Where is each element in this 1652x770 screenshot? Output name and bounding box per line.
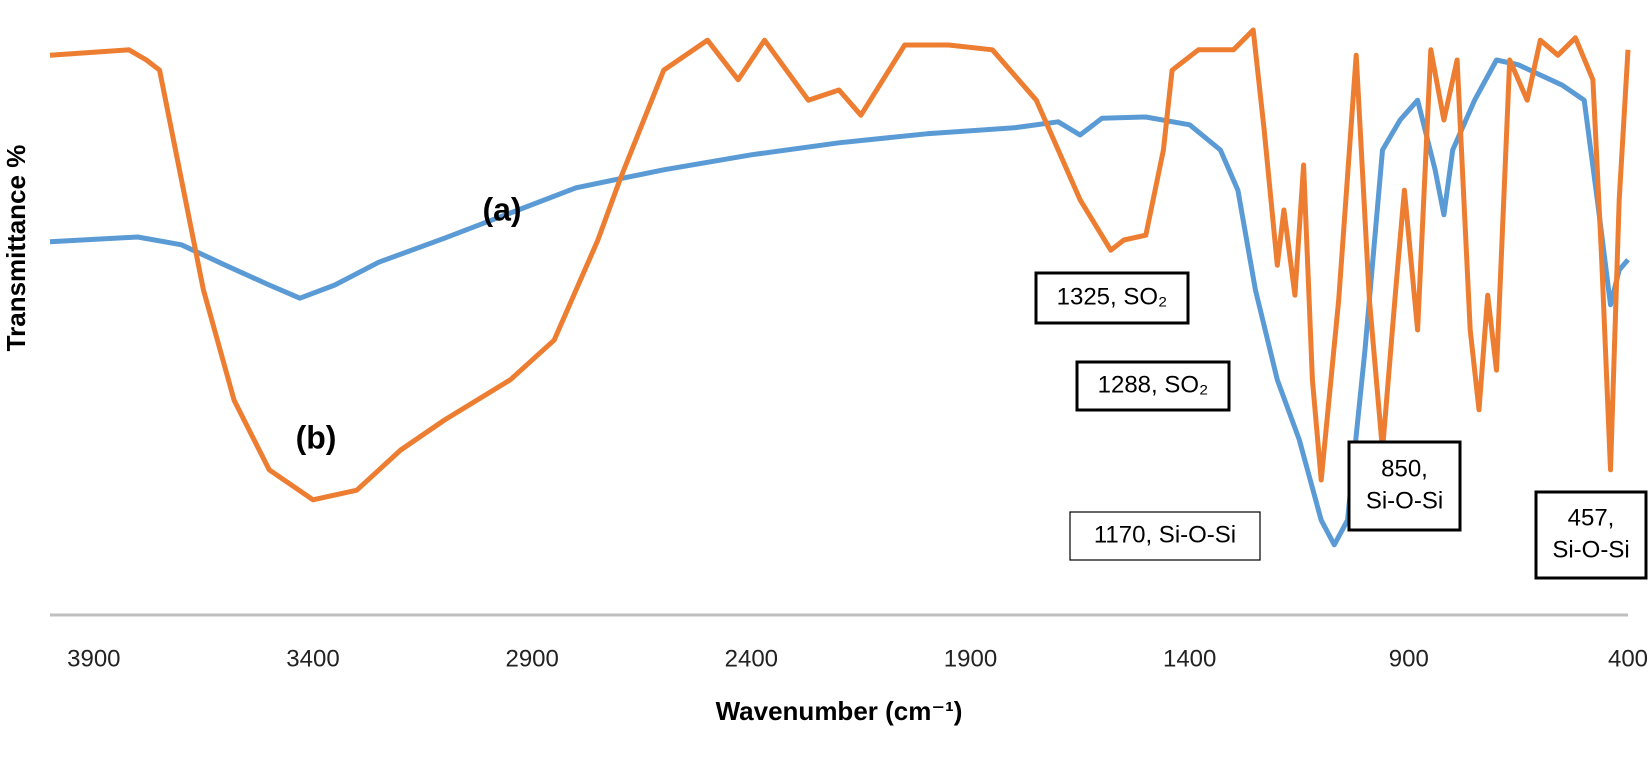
x-tick-label: 2900: [505, 645, 558, 672]
curve-label: (b): [296, 419, 337, 455]
x-tick-label: 2400: [725, 645, 778, 672]
x-tick-label: 400: [1608, 645, 1648, 672]
annotation-text: Si-O-Si: [1366, 487, 1443, 514]
annotation-box: [1034, 271, 1190, 325]
x-tick-label: 1400: [1163, 645, 1216, 672]
annotation-text: 1288, SO₂: [1098, 371, 1209, 398]
annotation-text: 1325, SO₂: [1057, 283, 1168, 310]
spectrum-line: [49, 27, 1631, 503]
curve-label: (a): [482, 191, 521, 227]
x-tick-label: 3900: [67, 645, 120, 672]
x-axis-title: Wavenumber (cm⁻¹): [716, 696, 963, 726]
annotation-text: 457,: [1568, 504, 1615, 531]
annotation-box: [1069, 511, 1261, 561]
x-tick-label: 900: [1389, 645, 1429, 672]
annotation-box: [1075, 360, 1231, 412]
annotation-text: 850,: [1381, 455, 1428, 482]
annotation-box: [1534, 490, 1648, 580]
y-axis-title: Transmittance %: [1, 145, 31, 352]
x-tick-label: 3400: [286, 645, 339, 672]
annotation-box: [1347, 440, 1462, 532]
annotation-text: 1170, Si-O-Si: [1094, 521, 1236, 548]
x-tick-label: 1900: [944, 645, 997, 672]
annotation-text: Si-O-Si: [1552, 536, 1629, 563]
